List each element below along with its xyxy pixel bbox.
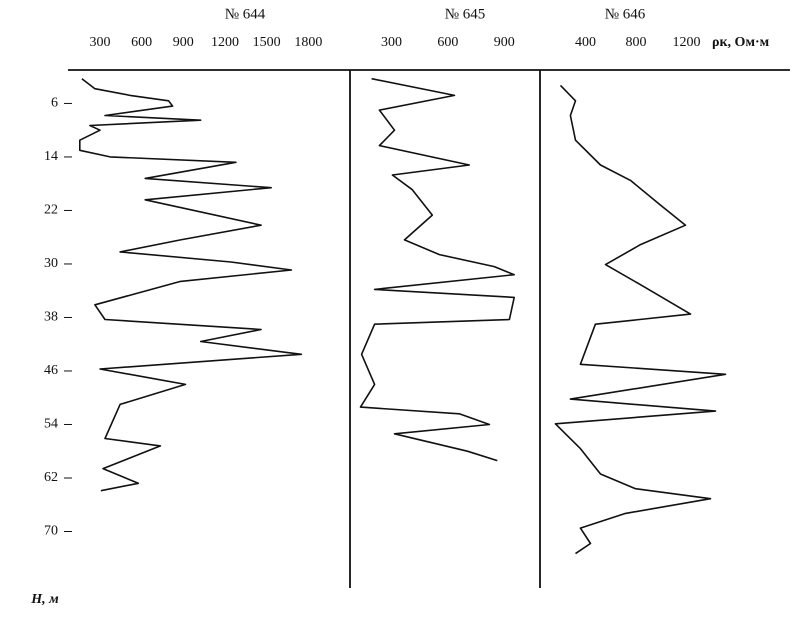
x-tick-label: 300 — [381, 35, 402, 50]
y-axis-label: H, м — [30, 592, 59, 607]
unit-label: ρк, Ом·м — [712, 35, 770, 50]
x-tick-label: 600 — [131, 35, 152, 50]
panel-title: № 645 — [445, 6, 486, 22]
y-tick-label: 38 — [44, 310, 58, 325]
resistivity-curve — [554, 84, 727, 555]
x-tick-label: 1800 — [294, 35, 322, 50]
y-tick-label: 22 — [44, 203, 58, 218]
y-tick-label: 14 — [44, 149, 58, 164]
x-tick-label: 1200 — [672, 35, 700, 50]
x-tick-label: 1500 — [253, 35, 281, 50]
x-tick-label: 600 — [437, 35, 458, 50]
resistivity-curve — [359, 77, 515, 462]
y-tick-label: 70 — [44, 524, 58, 539]
y-tick-label: 62 — [44, 470, 58, 485]
x-tick-label: 1200 — [211, 35, 239, 50]
panel-title: № 646 — [605, 6, 646, 22]
resistivity-curve — [79, 78, 303, 492]
y-tick-label: 46 — [44, 363, 58, 378]
x-tick-label: 800 — [625, 35, 646, 50]
y-tick-label: 30 — [44, 256, 58, 271]
y-tick-label: 6 — [51, 96, 58, 111]
x-tick-label: 400 — [575, 35, 596, 50]
x-tick-label: 300 — [89, 35, 110, 50]
x-tick-label: 900 — [173, 35, 194, 50]
x-tick-label: 900 — [494, 35, 515, 50]
y-tick-label: 54 — [44, 417, 58, 432]
panel-title: № 644 — [225, 6, 266, 22]
